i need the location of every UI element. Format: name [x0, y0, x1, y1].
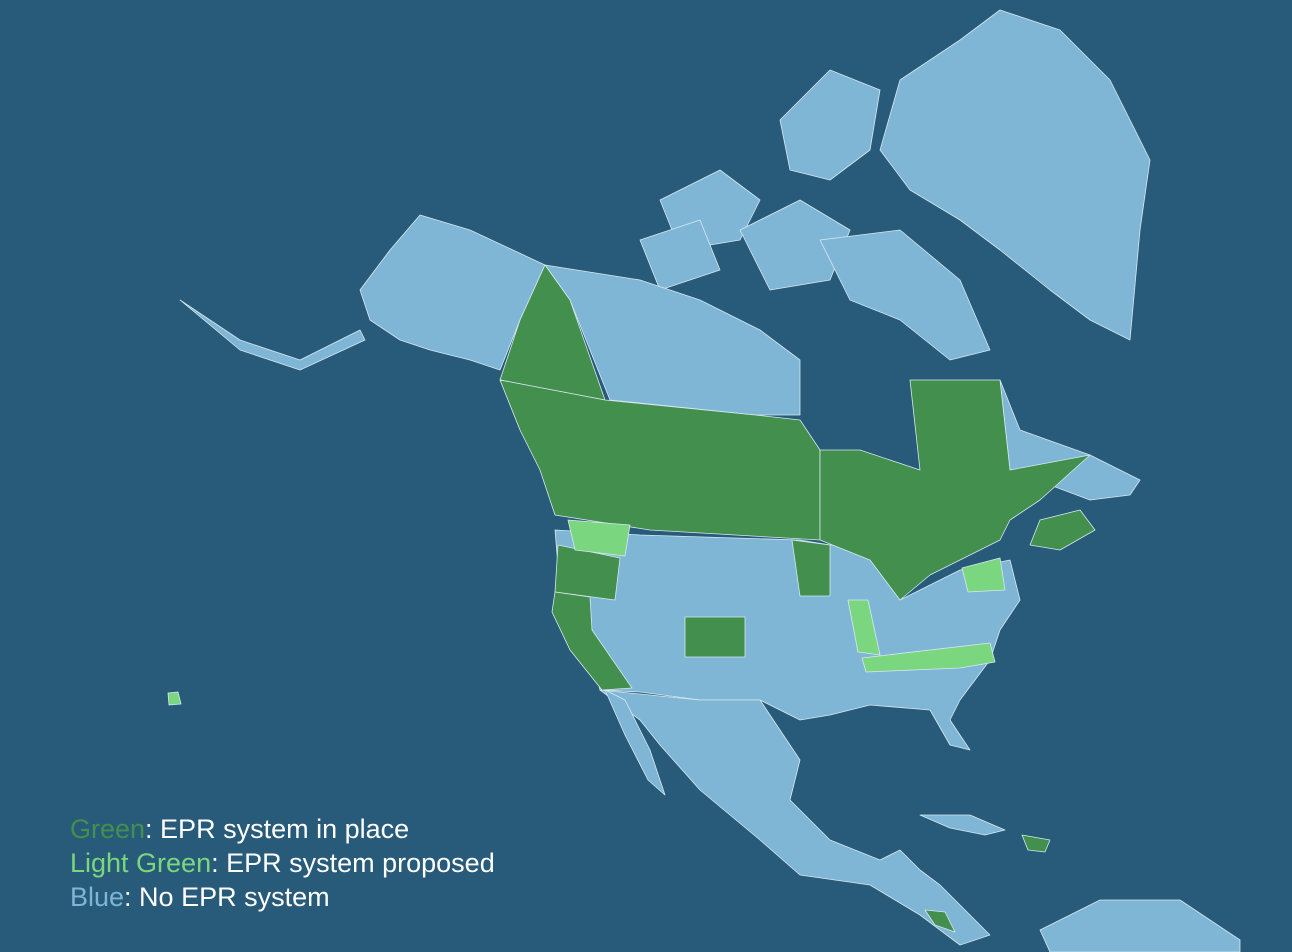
hawaii [167, 691, 182, 706]
alaska [359, 214, 546, 371]
minnesota [791, 539, 831, 597]
washington [567, 519, 631, 557]
cuba [919, 814, 1006, 836]
illinois [847, 599, 881, 656]
costa-rica [924, 909, 956, 933]
colorado [684, 616, 746, 658]
oregon [554, 544, 621, 601]
baja [604, 689, 666, 796]
legend-text: : No EPR system [124, 882, 330, 912]
legend-color-name: Light Green [70, 848, 212, 878]
epr-regions [499, 264, 1096, 933]
tennessee-north-carolina [861, 642, 996, 673]
legend-entry: Blue: No EPR system [70, 880, 495, 914]
legend-entry: Green: EPR system in place [70, 812, 495, 846]
mexico-central-america [599, 689, 991, 946]
dominican-republic [1021, 834, 1051, 853]
aleutians [179, 299, 366, 371]
baffin-island [819, 229, 991, 361]
arctic-islands [779, 69, 881, 181]
arctic-islands [639, 219, 721, 291]
new-york [961, 557, 1006, 593]
legend-color-name: Blue [70, 882, 125, 912]
south-america [1039, 899, 1241, 952]
legend-text: : EPR system proposed [211, 848, 495, 878]
proposed-regions [167, 519, 1006, 706]
legend-text: : EPR system in place [145, 814, 410, 844]
maritimes [1029, 509, 1096, 551]
northern-canada [544, 264, 801, 416]
california [551, 591, 633, 691]
legend-entry: Light Green: EPR system proposed [70, 846, 495, 880]
legend-color-name: Green [70, 814, 146, 844]
greenland [879, 9, 1151, 341]
legend: Green: EPR system in place Light Green: E… [70, 812, 495, 914]
ontario-quebec [819, 379, 1091, 601]
